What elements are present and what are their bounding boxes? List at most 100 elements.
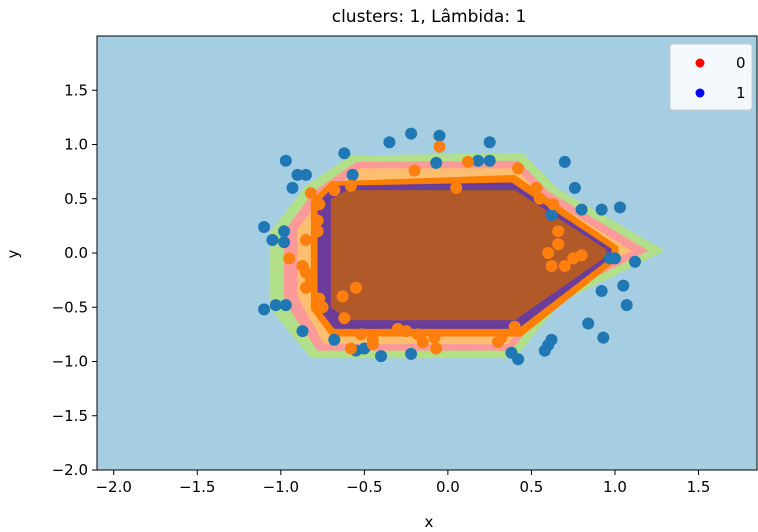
data-point-series-0	[433, 129, 446, 142]
data-point-series-1	[433, 140, 446, 153]
data-point-series-0	[609, 252, 621, 265]
y-tick-label: −1.5	[52, 407, 88, 425]
data-point-series-1	[345, 179, 357, 192]
data-point-series-0	[338, 147, 351, 160]
data-point-series-1	[428, 331, 441, 344]
y-tick-label: 1.0	[64, 136, 88, 154]
data-point-series-1	[558, 260, 571, 272]
data-point-series-0	[328, 333, 341, 346]
data-point-series-1	[400, 325, 413, 338]
data-point-series-0	[405, 347, 418, 360]
data-point-series-1	[545, 260, 558, 272]
data-point-series-0	[595, 203, 608, 216]
data-point-series-1	[336, 290, 349, 303]
y-tick-label: 0.5	[64, 190, 88, 208]
data-point-series-1	[313, 198, 326, 211]
x-tick-label: 1.0	[603, 478, 627, 496]
data-point-series-1	[311, 214, 324, 227]
x-tick-label: 0.5	[520, 478, 544, 496]
data-point-series-1	[552, 225, 565, 238]
data-point-series-0	[258, 303, 271, 316]
data-point-series-0	[545, 209, 558, 221]
y-tick-label: −2.0	[52, 461, 88, 479]
data-point-series-1	[508, 320, 521, 333]
data-point-series-0	[620, 299, 633, 312]
data-point-series-1	[416, 336, 429, 348]
legend-label: 1	[736, 84, 746, 102]
data-point-series-0	[575, 203, 588, 216]
data-point-series-0	[568, 181, 581, 194]
chart-title: clusters: 1, Lâmbida: 1	[332, 7, 527, 27]
data-point-series-1	[316, 301, 329, 314]
data-point-series-1	[533, 192, 546, 205]
data-point-series-0	[582, 317, 595, 330]
data-point-series-0	[483, 154, 496, 167]
data-point-series-0	[430, 156, 443, 169]
data-point-series-0	[595, 285, 608, 297]
decision-region-5	[330, 190, 607, 321]
data-point-series-0	[291, 168, 304, 181]
data-point-series-0	[629, 255, 641, 268]
y-tick-label: 1.5	[64, 81, 88, 99]
data-point-series-0	[512, 353, 525, 366]
data-point-series-0	[279, 154, 292, 167]
data-point-series-0	[483, 136, 496, 149]
x-axis-title: x	[425, 513, 434, 531]
data-point-series-1	[408, 164, 421, 177]
legend-label: 0	[736, 54, 746, 72]
data-point-series-1	[355, 328, 367, 341]
data-point-series-1	[345, 342, 357, 355]
x-tick-label: −1.5	[179, 478, 215, 496]
data-point-series-1	[542, 247, 555, 259]
data-point-series-0	[278, 225, 291, 238]
y-tick-label: −0.5	[52, 298, 88, 316]
x-tick-label: −2.0	[95, 478, 131, 496]
data-point-series-0	[472, 154, 484, 167]
data-point-series-1	[350, 281, 362, 294]
y-tick-label: 0.0	[64, 244, 88, 262]
data-point-series-0	[296, 325, 309, 338]
data-point-series-0	[375, 350, 388, 363]
legend-box	[669, 43, 753, 111]
data-point-series-1	[461, 155, 474, 168]
data-point-series-1	[338, 312, 351, 325]
data-point-series-1	[311, 225, 324, 238]
data-point-series-0	[286, 181, 299, 194]
data-point-series-0	[614, 201, 626, 214]
data-point-series-0	[405, 127, 418, 140]
data-point-series-0	[346, 168, 359, 181]
data-point-series-0	[299, 168, 312, 181]
data-point-series-1	[450, 181, 463, 194]
y-tick-label: −1.0	[52, 353, 88, 371]
data-point-series-1	[575, 249, 588, 262]
data-point-series-1	[299, 234, 312, 246]
data-point-series-1	[366, 338, 379, 351]
data-point-series-0	[617, 279, 630, 292]
data-point-series-1	[552, 238, 565, 251]
data-point-series-0	[279, 299, 292, 312]
data-point-series-1	[512, 162, 525, 175]
data-point-series-0	[383, 136, 396, 149]
data-point-series-0	[558, 155, 571, 168]
data-point-series-0	[597, 331, 610, 344]
data-point-series-0	[278, 236, 291, 249]
x-tick-label: 1.5	[687, 478, 711, 496]
data-point-series-0	[266, 234, 279, 246]
x-tick-label: 0.0	[436, 478, 460, 496]
data-point-series-1	[495, 331, 508, 344]
data-point-series-0	[542, 339, 555, 352]
x-tick-label: −0.5	[346, 478, 382, 496]
data-point-series-1	[283, 252, 296, 265]
data-point-series-1	[304, 187, 317, 200]
legend-marker	[695, 88, 705, 98]
data-point-series-1	[530, 181, 543, 194]
x-tick-label: −1.0	[263, 478, 299, 496]
data-point-series-0	[269, 299, 282, 312]
data-point-series-1	[304, 274, 317, 287]
y-axis-title: y	[4, 249, 22, 258]
data-point-series-1	[430, 342, 443, 355]
data-point-series-1	[328, 184, 341, 197]
data-point-series-0	[258, 221, 271, 233]
data-point-series-1	[547, 198, 560, 211]
